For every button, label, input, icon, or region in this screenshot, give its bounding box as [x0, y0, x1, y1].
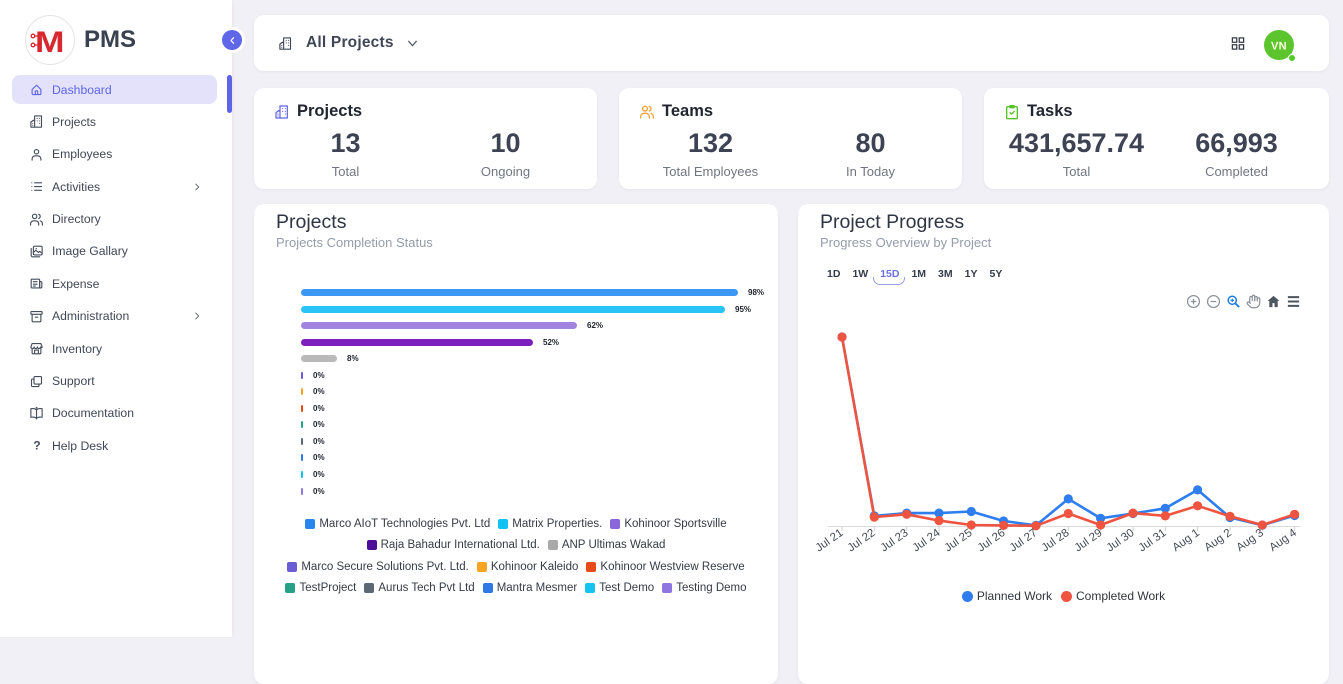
svg-text:VN: VN [1271, 40, 1287, 52]
svg-text:?: ? [33, 439, 40, 453]
svg-text:M: M [35, 25, 64, 57]
